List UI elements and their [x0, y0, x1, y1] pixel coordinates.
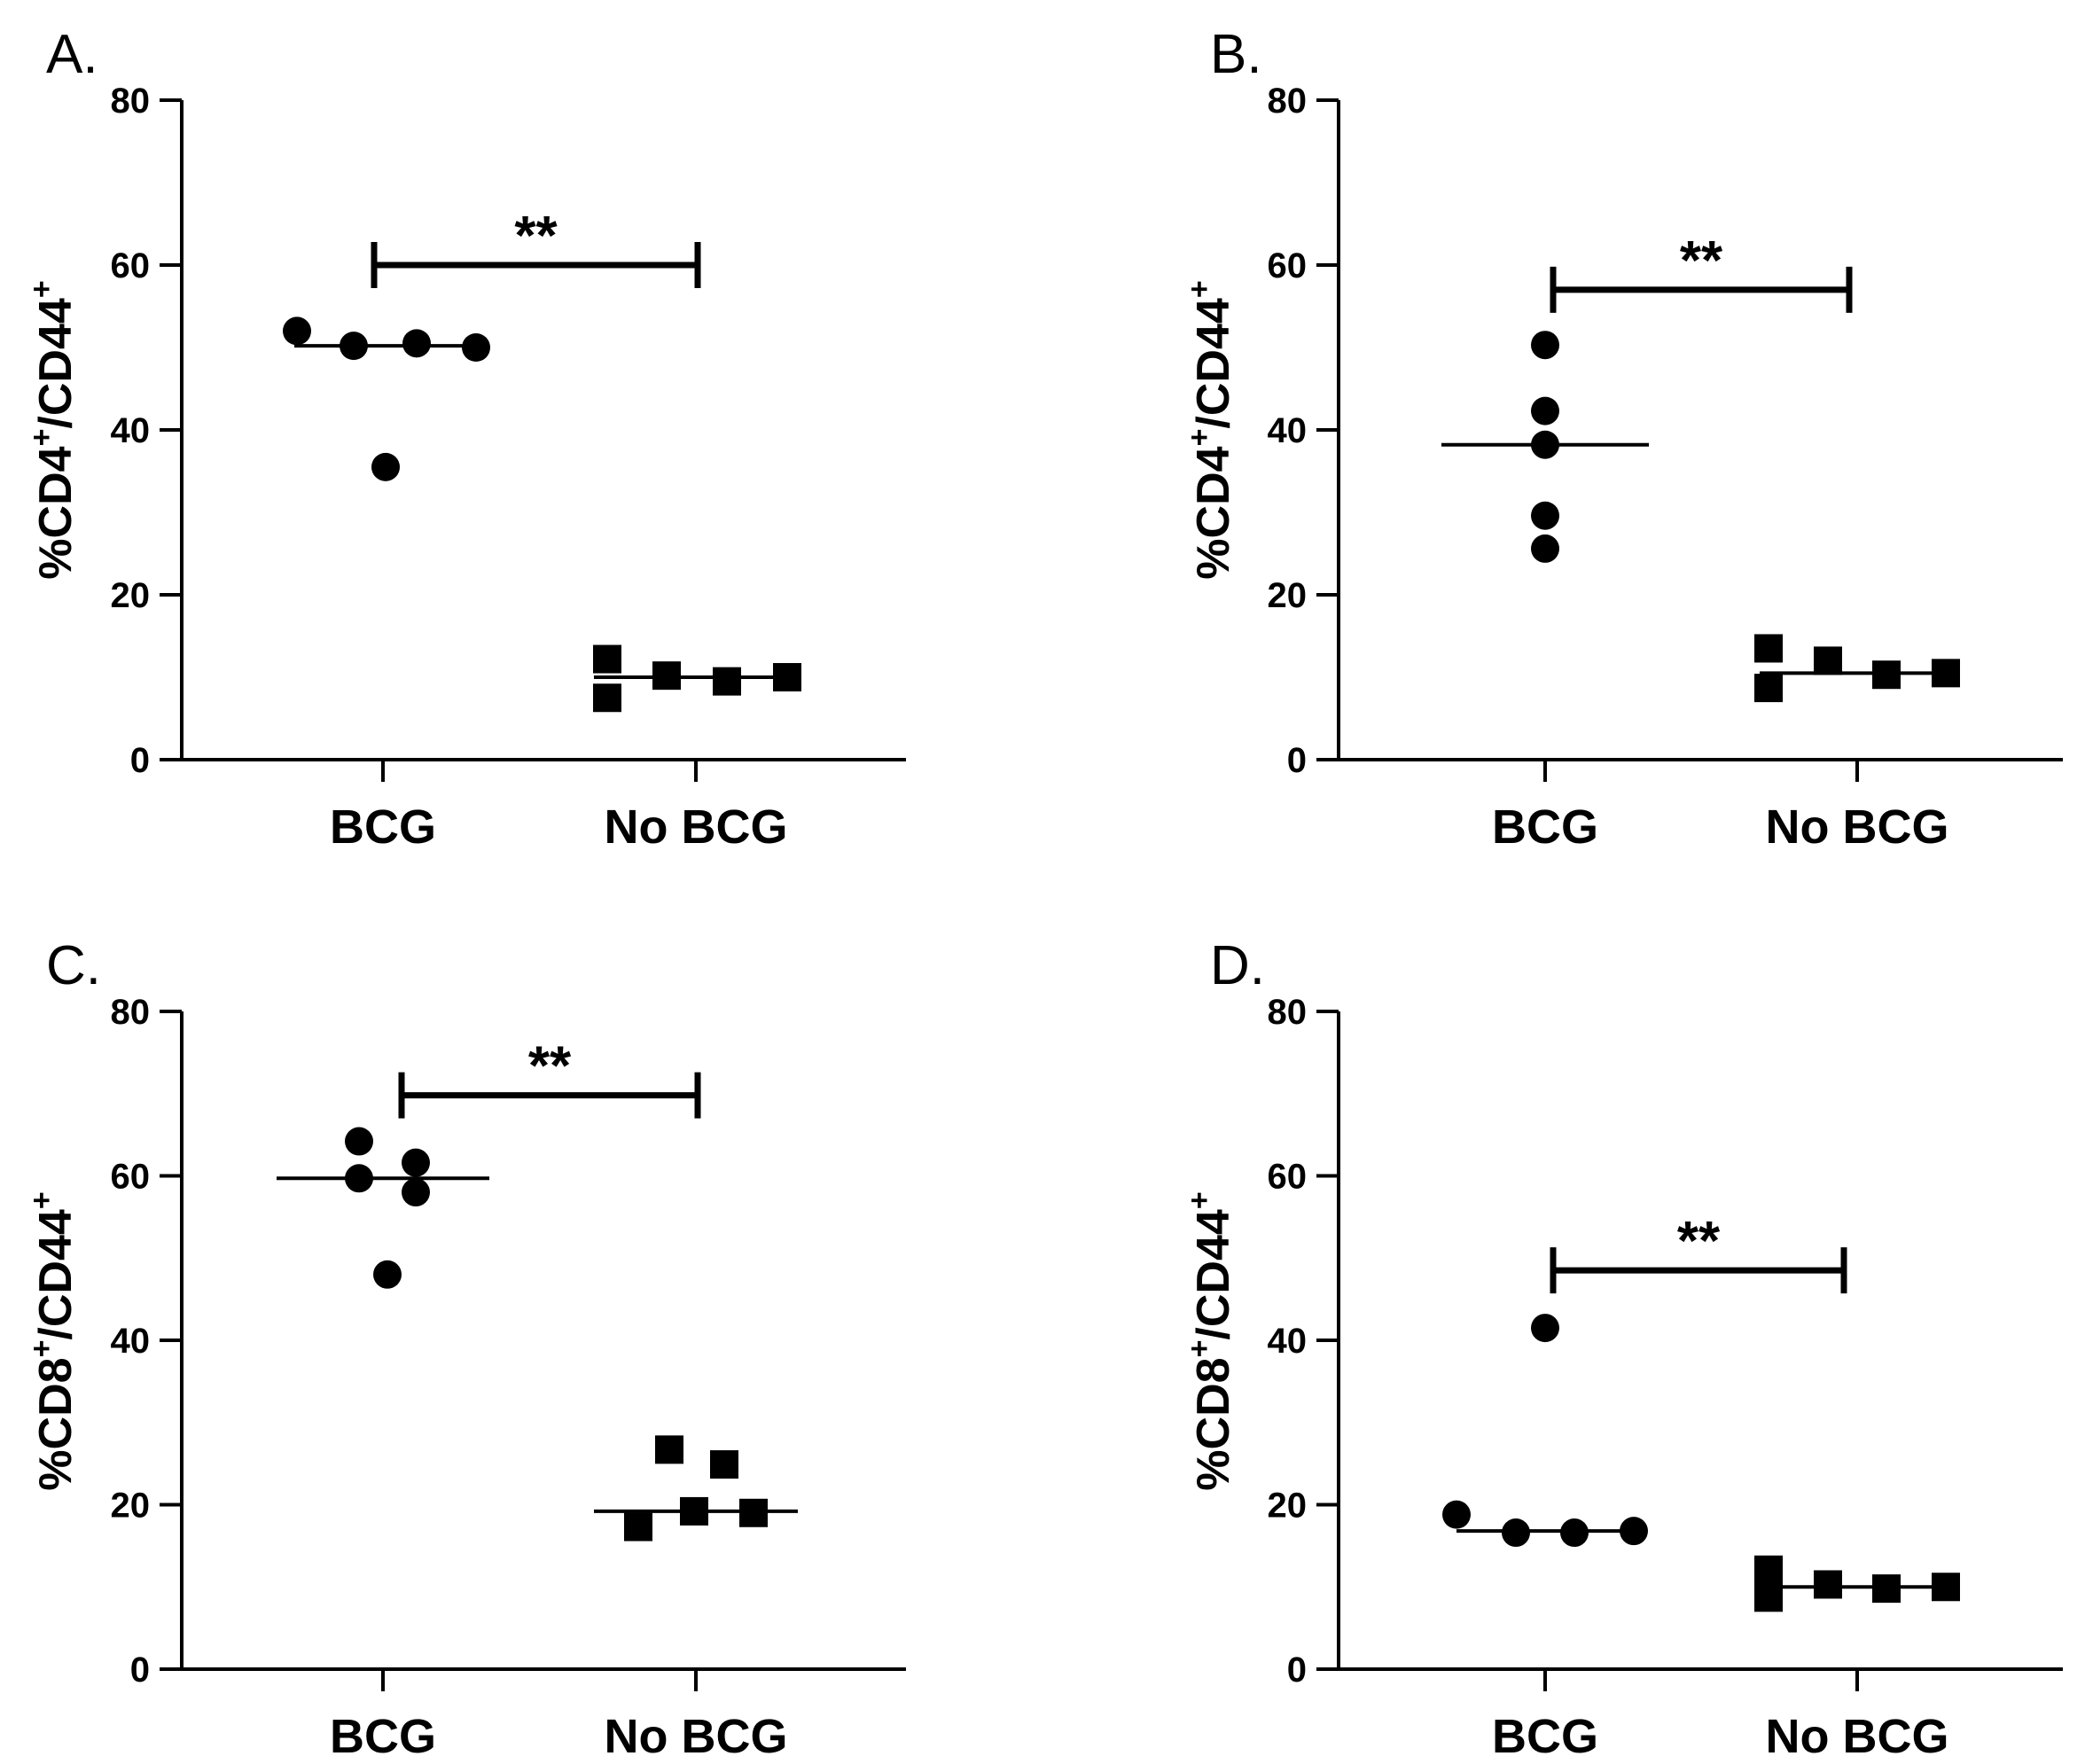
- significance-label: **: [1680, 230, 1723, 292]
- y-axis-title-superscript: +: [25, 1340, 59, 1358]
- y-tick-label: 80: [1268, 82, 1308, 121]
- y-axis-title: %CD8+/CD44+: [25, 1191, 82, 1490]
- y-axis-title-superscript: +: [1183, 1340, 1216, 1358]
- y-axis-title: %CD4+/CD44+: [1183, 280, 1239, 579]
- data-point-circle: [1531, 534, 1559, 563]
- data-point-square: [713, 667, 741, 696]
- data-point-circle: [283, 316, 311, 346]
- y-tick-label: 20: [1268, 576, 1308, 615]
- x-category-label: BCG: [1492, 800, 1598, 854]
- y-tick-label: 0: [1287, 741, 1307, 780]
- y-tick-label: 80: [111, 82, 151, 121]
- y-axis-title-superscript: +: [25, 280, 59, 298]
- data-point-circle: [402, 329, 431, 358]
- y-axis-title: %CD8+/CD44+: [1183, 1191, 1239, 1490]
- data-point-circle: [462, 333, 490, 362]
- panel-label: D.: [1210, 935, 1265, 996]
- y-tick-label: 0: [130, 741, 150, 780]
- y-tick-label: 60: [1268, 1158, 1308, 1197]
- y-axis-title-superscript: +: [25, 429, 59, 447]
- x-category-label: BCG: [1492, 1710, 1598, 1763]
- panel-label: A.: [46, 24, 98, 85]
- y-axis-title-superscript: +: [25, 1191, 59, 1209]
- y-tick-label: 80: [1268, 993, 1308, 1032]
- data-point-square: [1754, 634, 1783, 663]
- x-category-label: No BCG: [605, 800, 788, 854]
- panel-label: B.: [1210, 24, 1262, 85]
- y-axis-title-text: %CD4: [30, 446, 82, 579]
- data-point-square: [655, 1435, 683, 1464]
- data-point-square: [593, 683, 621, 713]
- data-point-square: [593, 644, 621, 674]
- y-tick-label: 0: [1287, 1651, 1307, 1690]
- y-axis-title: %CD4+/CD44+: [25, 280, 82, 579]
- x-category-label: No BCG: [605, 1710, 788, 1763]
- data-point-square: [1754, 1555, 1783, 1584]
- data-point-circle: [345, 1127, 373, 1156]
- y-tick-label: 0: [130, 1651, 150, 1690]
- y-axis-title-superscript: +: [1183, 429, 1216, 447]
- data-point-circle: [402, 1178, 430, 1207]
- y-tick-label: 20: [111, 576, 151, 615]
- y-axis-title-text: /CD44: [1188, 1209, 1239, 1339]
- x-category-label: BCG: [330, 800, 436, 854]
- y-axis-title-superscript: +: [1183, 280, 1216, 298]
- y-axis-title-text: %CD4: [1188, 446, 1239, 579]
- y-tick-label: 40: [1268, 411, 1308, 450]
- data-point-square: [1814, 646, 1842, 675]
- data-point-square: [1814, 1570, 1842, 1599]
- data-point-circle: [1531, 331, 1559, 360]
- y-axis-title-text: %CD8: [30, 1357, 82, 1490]
- y-tick-label: 40: [111, 411, 151, 450]
- data-point-circle: [1531, 1314, 1559, 1343]
- data-point-circle: [1442, 1500, 1471, 1529]
- x-category-label: No BCG: [1766, 800, 1949, 854]
- significance-label: **: [528, 1036, 572, 1097]
- data-point-circle: [1531, 396, 1559, 425]
- panel-label: C.: [46, 935, 101, 996]
- significance-label: **: [1677, 1211, 1721, 1272]
- data-point-square: [710, 1450, 738, 1479]
- y-tick-label: 40: [1268, 1322, 1308, 1361]
- y-tick-label: 60: [111, 1158, 151, 1197]
- data-point-circle: [1531, 501, 1559, 530]
- x-category-label: BCG: [330, 1710, 436, 1763]
- significance-label: **: [514, 206, 558, 267]
- data-point-circle: [402, 1148, 430, 1177]
- data-point-circle: [371, 452, 400, 481]
- y-axis-title-text: /CD44: [30, 298, 82, 428]
- y-axis-title-text: %CD8: [1188, 1357, 1239, 1490]
- data-point-square: [624, 1512, 652, 1542]
- y-axis-title-text: /CD44: [30, 1209, 82, 1339]
- y-tick-label: 20: [111, 1487, 151, 1526]
- y-axis-title-superscript: +: [1183, 1191, 1216, 1209]
- y-tick-label: 20: [1268, 1487, 1308, 1526]
- y-axis-title-text: /CD44: [1188, 298, 1239, 428]
- y-tick-label: 40: [111, 1322, 151, 1361]
- x-category-label: No BCG: [1766, 1710, 1949, 1763]
- data-point-circle: [373, 1260, 402, 1289]
- y-tick-label: 60: [111, 246, 151, 285]
- y-tick-label: 60: [1268, 246, 1308, 285]
- y-tick-label: 80: [111, 993, 151, 1032]
- data-point-square: [1754, 674, 1783, 703]
